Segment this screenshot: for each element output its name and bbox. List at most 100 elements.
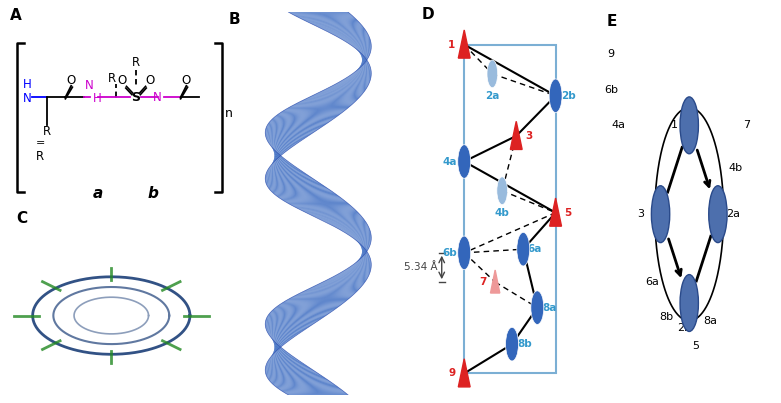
Polygon shape bbox=[273, 379, 328, 385]
Polygon shape bbox=[266, 135, 295, 146]
Polygon shape bbox=[292, 104, 353, 106]
Polygon shape bbox=[319, 219, 369, 226]
Polygon shape bbox=[318, 27, 368, 35]
Polygon shape bbox=[278, 114, 337, 117]
Polygon shape bbox=[301, 210, 360, 214]
Text: 2a: 2a bbox=[726, 209, 740, 219]
Polygon shape bbox=[273, 150, 276, 163]
Polygon shape bbox=[346, 233, 370, 245]
Polygon shape bbox=[266, 129, 306, 138]
Circle shape bbox=[458, 145, 471, 178]
Polygon shape bbox=[273, 380, 330, 386]
Polygon shape bbox=[353, 47, 368, 59]
Polygon shape bbox=[361, 244, 363, 257]
Polygon shape bbox=[309, 214, 365, 220]
Polygon shape bbox=[266, 324, 299, 334]
Polygon shape bbox=[313, 89, 366, 96]
Text: N: N bbox=[23, 92, 32, 105]
Polygon shape bbox=[550, 198, 562, 226]
Polygon shape bbox=[333, 35, 371, 44]
Text: N: N bbox=[85, 79, 94, 92]
Polygon shape bbox=[273, 339, 276, 352]
Polygon shape bbox=[266, 317, 312, 326]
Polygon shape bbox=[280, 112, 341, 115]
Polygon shape bbox=[311, 90, 366, 96]
Polygon shape bbox=[292, 206, 353, 208]
Polygon shape bbox=[356, 49, 367, 61]
Polygon shape bbox=[347, 42, 370, 54]
Polygon shape bbox=[344, 69, 371, 79]
Polygon shape bbox=[272, 187, 327, 193]
Polygon shape bbox=[273, 309, 329, 315]
Polygon shape bbox=[305, 285, 362, 291]
Polygon shape bbox=[330, 33, 371, 42]
Polygon shape bbox=[274, 116, 331, 122]
Polygon shape bbox=[270, 154, 280, 166]
Polygon shape bbox=[266, 368, 312, 377]
Polygon shape bbox=[272, 339, 277, 351]
Polygon shape bbox=[351, 254, 369, 266]
Polygon shape bbox=[360, 243, 364, 256]
Polygon shape bbox=[276, 307, 333, 312]
Polygon shape bbox=[336, 227, 371, 237]
Polygon shape bbox=[328, 32, 371, 41]
Polygon shape bbox=[343, 260, 371, 272]
Polygon shape bbox=[266, 353, 290, 365]
Polygon shape bbox=[337, 264, 371, 275]
Polygon shape bbox=[269, 314, 319, 322]
Polygon shape bbox=[317, 218, 368, 226]
Polygon shape bbox=[357, 50, 366, 62]
Polygon shape bbox=[303, 96, 361, 100]
Polygon shape bbox=[350, 255, 369, 267]
Text: B: B bbox=[229, 12, 241, 27]
Polygon shape bbox=[276, 306, 335, 310]
Polygon shape bbox=[294, 206, 354, 209]
Polygon shape bbox=[269, 155, 281, 167]
Text: 6b: 6b bbox=[443, 248, 458, 258]
Circle shape bbox=[708, 186, 727, 243]
Polygon shape bbox=[319, 84, 369, 92]
Polygon shape bbox=[358, 243, 365, 255]
Polygon shape bbox=[360, 55, 364, 68]
Polygon shape bbox=[266, 166, 296, 177]
Polygon shape bbox=[266, 161, 289, 173]
Polygon shape bbox=[309, 91, 365, 97]
Polygon shape bbox=[272, 343, 277, 355]
Polygon shape bbox=[355, 59, 367, 71]
Polygon shape bbox=[296, 292, 356, 295]
Text: O: O bbox=[182, 73, 191, 87]
Polygon shape bbox=[287, 108, 348, 109]
Polygon shape bbox=[321, 83, 369, 91]
Polygon shape bbox=[329, 224, 371, 233]
Polygon shape bbox=[325, 30, 370, 39]
Polygon shape bbox=[272, 119, 326, 125]
Text: A: A bbox=[10, 8, 22, 23]
Polygon shape bbox=[270, 184, 323, 191]
Polygon shape bbox=[284, 391, 344, 393]
Polygon shape bbox=[310, 23, 365, 29]
Polygon shape bbox=[287, 202, 348, 203]
Polygon shape bbox=[266, 357, 296, 368]
Polygon shape bbox=[280, 113, 339, 116]
Text: 8a: 8a bbox=[543, 303, 557, 313]
Polygon shape bbox=[266, 168, 299, 179]
Polygon shape bbox=[266, 126, 311, 135]
Polygon shape bbox=[299, 290, 358, 293]
Polygon shape bbox=[313, 25, 366, 31]
Polygon shape bbox=[314, 280, 366, 287]
Polygon shape bbox=[271, 153, 279, 166]
Polygon shape bbox=[350, 236, 369, 248]
Polygon shape bbox=[270, 185, 324, 191]
Text: 4b: 4b bbox=[494, 208, 510, 218]
Polygon shape bbox=[333, 76, 371, 85]
Polygon shape bbox=[323, 220, 369, 229]
Polygon shape bbox=[269, 144, 282, 156]
Polygon shape bbox=[283, 110, 344, 113]
Polygon shape bbox=[357, 58, 366, 71]
Polygon shape bbox=[346, 258, 370, 270]
Polygon shape bbox=[266, 170, 302, 181]
Polygon shape bbox=[323, 82, 369, 91]
Text: 1: 1 bbox=[448, 39, 455, 50]
Polygon shape bbox=[336, 74, 371, 84]
Polygon shape bbox=[324, 221, 370, 230]
